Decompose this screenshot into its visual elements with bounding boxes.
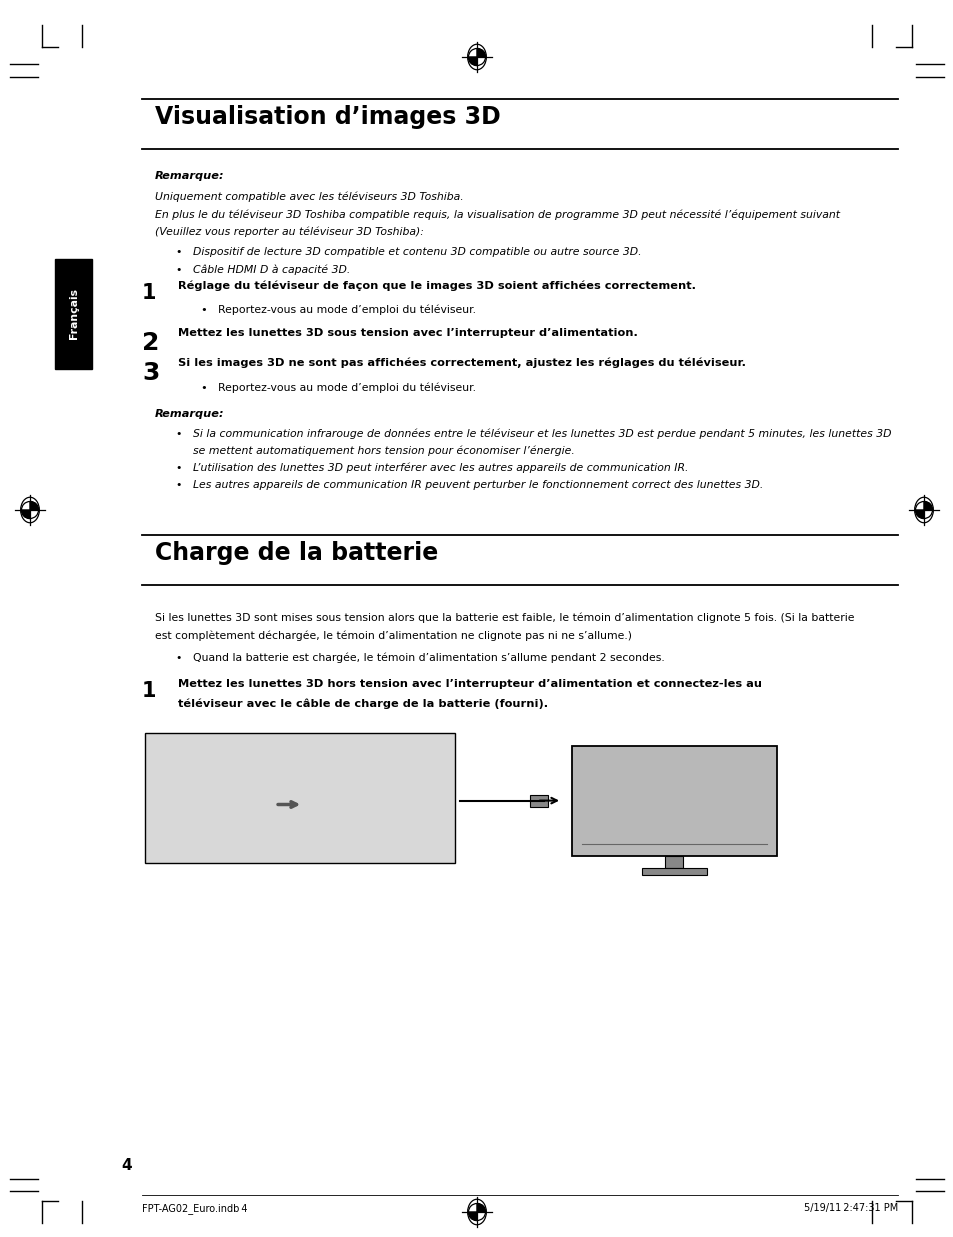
Wedge shape [476, 48, 485, 57]
Text: •: • [174, 653, 181, 663]
Text: •: • [174, 480, 181, 490]
Text: Si la communication infrarouge de données entre le téléviseur et les lunettes 3D: Si la communication infrarouge de donnée… [193, 429, 890, 439]
Text: Remarque:: Remarque: [154, 171, 224, 181]
Text: •: • [174, 429, 181, 439]
Wedge shape [915, 510, 923, 518]
Wedge shape [22, 510, 30, 518]
Bar [665, 856, 682, 867]
Text: Visualisation d’images 3D: Visualisation d’images 3D [154, 105, 500, 129]
Text: Câble HDMI D à capacité 3D.: Câble HDMI D à capacité 3D. [193, 265, 350, 276]
Text: est complètement déchargée, le témoin d’alimentation ne clignote pas ni ne s’all: est complètement déchargée, le témoin d’… [154, 631, 631, 642]
Bar [55, 259, 91, 369]
Wedge shape [476, 1204, 485, 1212]
Bar [641, 867, 706, 875]
FancyBboxPatch shape [572, 746, 776, 856]
Text: En plus le du téléviseur 3D Toshiba compatible requis, la visualisation de progr: En plus le du téléviseur 3D Toshiba comp… [154, 209, 840, 219]
Text: L’utilisation des lunettes 3D peut interférer avec les autres appareils de commu: L’utilisation des lunettes 3D peut inter… [193, 463, 688, 474]
Text: Si les lunettes 3D sont mises sous tension alors que la batterie est faible, le : Si les lunettes 3D sont mises sous tensi… [154, 614, 854, 623]
Wedge shape [923, 501, 931, 510]
Text: Réglage du téléviseur de façon que le images 3D soient affichées correctement.: Réglage du téléviseur de façon que le im… [178, 281, 696, 292]
Text: 1: 1 [142, 682, 156, 701]
Wedge shape [468, 1212, 476, 1221]
Text: •: • [174, 247, 181, 257]
Text: Les autres appareils de communication IR peuvent perturber le fonctionnement cor: Les autres appareils de communication IR… [193, 480, 762, 490]
Text: Uniquement compatible avec les téléviseurs 3D Toshiba.: Uniquement compatible avec les téléviseu… [154, 190, 463, 202]
Text: Reportez-vous au mode d’emploi du téléviseur.: Reportez-vous au mode d’emploi du télévi… [218, 306, 476, 315]
Text: •: • [200, 383, 207, 393]
Text: 2: 2 [142, 332, 159, 355]
Text: •: • [200, 306, 207, 315]
Text: Reportez-vous au mode d’emploi du téléviseur.: Reportez-vous au mode d’emploi du télévi… [218, 383, 476, 393]
Wedge shape [30, 501, 38, 510]
FancyBboxPatch shape [145, 734, 455, 863]
Text: •: • [174, 265, 181, 275]
Text: 1: 1 [142, 283, 156, 303]
Text: Dispositif de lecture 3D compatible et contenu 3D compatible ou autre source 3D.: Dispositif de lecture 3D compatible et c… [193, 247, 641, 257]
Text: •: • [174, 463, 181, 473]
Text: Charge de la batterie: Charge de la batterie [154, 541, 437, 565]
Bar [530, 794, 547, 807]
Text: Mettez les lunettes 3D hors tension avec l’interrupteur d’alimentation et connec: Mettez les lunettes 3D hors tension avec… [178, 679, 761, 689]
Text: (Veuillez vous reporter au téléviseur 3D Toshiba):: (Veuillez vous reporter au téléviseur 3D… [154, 228, 423, 238]
Text: Mettez les lunettes 3D sous tension avec l’interrupteur d’alimentation.: Mettez les lunettes 3D sous tension avec… [178, 328, 638, 338]
Wedge shape [468, 57, 476, 66]
Text: 3: 3 [142, 361, 159, 385]
Text: se mettent automatiquement hors tension pour économiser l’énergie.: se mettent automatiquement hors tension … [193, 447, 575, 456]
Text: 5/19/11 2:47:31 PM: 5/19/11 2:47:31 PM [803, 1204, 897, 1213]
Text: Remarque:: Remarque: [154, 409, 224, 419]
Text: 4: 4 [122, 1158, 132, 1173]
Text: FPT-AG02_Euro.indb 4: FPT-AG02_Euro.indb 4 [142, 1204, 247, 1213]
Text: Français: Français [69, 288, 78, 339]
Text: Si les images 3D ne sont pas affichées correctement, ajustez les réglages du tél: Si les images 3D ne sont pas affichées c… [178, 357, 745, 369]
Text: téléviseur avec le câble de charge de la batterie (fourni).: téléviseur avec le câble de charge de la… [178, 699, 548, 710]
Text: Quand la batterie est chargée, le témoin d’alimentation s’allume pendant 2 secon: Quand la batterie est chargée, le témoin… [193, 653, 664, 663]
